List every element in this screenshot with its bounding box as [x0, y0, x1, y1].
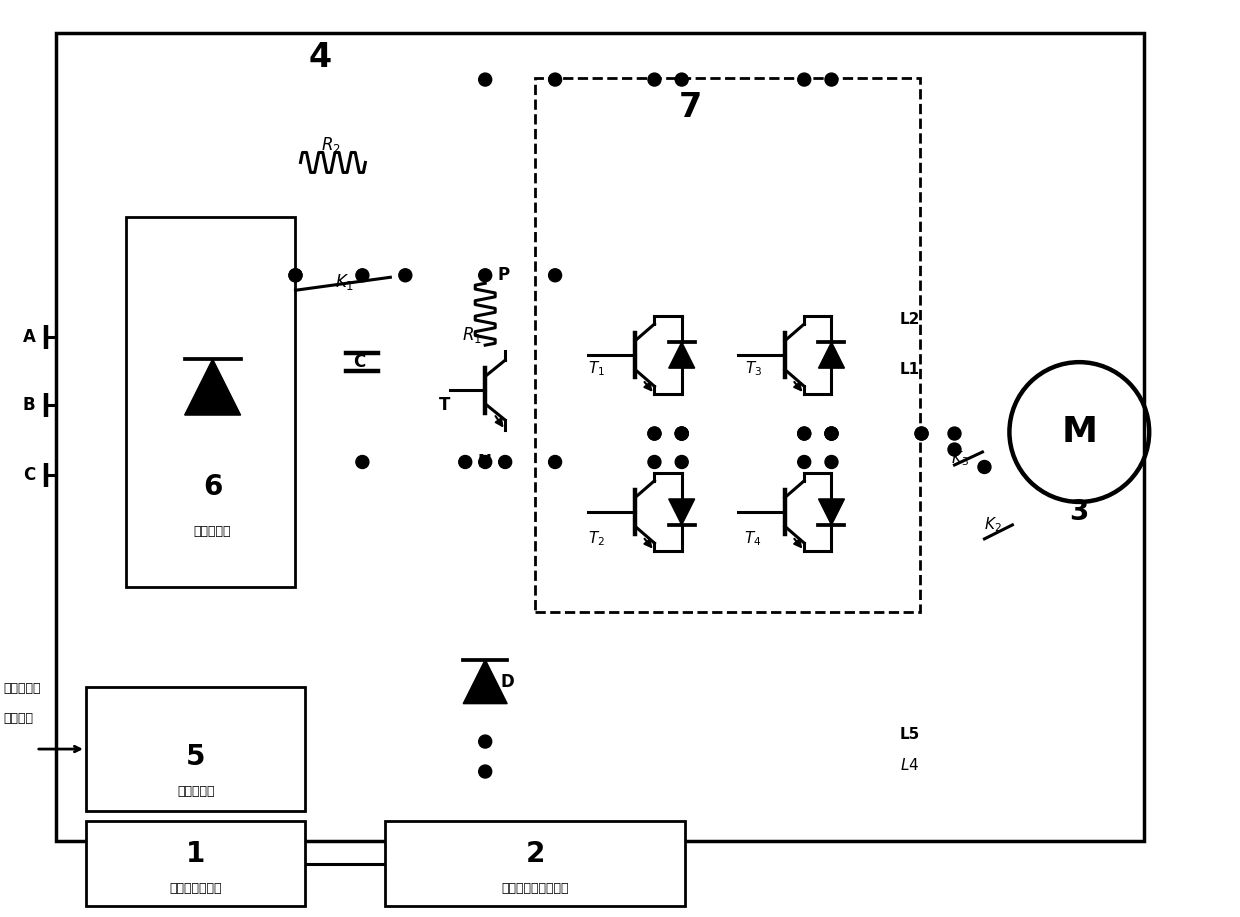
Circle shape	[676, 427, 688, 440]
Circle shape	[649, 427, 661, 440]
Text: C: C	[22, 466, 35, 484]
Circle shape	[978, 460, 991, 473]
Circle shape	[676, 427, 688, 440]
Circle shape	[289, 269, 303, 282]
Circle shape	[649, 73, 661, 86]
Circle shape	[825, 427, 838, 440]
Text: 2: 2	[526, 840, 544, 868]
Bar	[386, 822, 684, 906]
Polygon shape	[185, 359, 241, 415]
Bar	[86, 687, 305, 812]
Circle shape	[915, 427, 928, 440]
Text: $R_2$: $R_2$	[320, 136, 340, 156]
Bar	[86, 822, 305, 906]
Text: $K_2$: $K_2$	[985, 515, 1002, 535]
Text: A: A	[22, 328, 35, 347]
Text: 6: 6	[203, 473, 222, 501]
Circle shape	[649, 427, 661, 440]
Text: $K_3$: $K_3$	[951, 449, 970, 469]
Text: $L4$: $L4$	[899, 757, 919, 772]
Text: 交流电源: 交流电源	[2, 713, 33, 725]
Circle shape	[548, 73, 562, 86]
Circle shape	[399, 269, 412, 282]
Circle shape	[915, 427, 928, 440]
Circle shape	[949, 443, 961, 456]
Text: （充电机）: （充电机）	[177, 785, 215, 798]
Text: C: C	[353, 353, 366, 371]
Text: L5: L5	[899, 727, 920, 742]
Circle shape	[825, 427, 838, 440]
Text: （超级电容组）: （超级电容组）	[170, 882, 222, 895]
Text: 1: 1	[186, 840, 206, 868]
Text: 7: 7	[678, 91, 702, 124]
Polygon shape	[818, 342, 844, 368]
Text: L1: L1	[899, 361, 920, 377]
Text: 4: 4	[309, 41, 332, 74]
Circle shape	[459, 456, 471, 469]
Circle shape	[498, 456, 512, 469]
Circle shape	[548, 269, 562, 282]
Text: （升压直流变换器）: （升压直流变换器）	[501, 882, 569, 895]
Polygon shape	[464, 659, 507, 703]
Circle shape	[676, 456, 688, 469]
Text: 5: 5	[186, 743, 206, 770]
Bar	[536, 78, 920, 612]
Text: N: N	[477, 453, 491, 471]
Circle shape	[479, 765, 492, 778]
Text: $T_3$: $T_3$	[744, 359, 761, 379]
Text: D: D	[500, 673, 513, 691]
Circle shape	[676, 427, 688, 440]
Text: T: T	[439, 396, 450, 414]
Text: $T_1$: $T_1$	[588, 359, 605, 379]
Circle shape	[825, 73, 838, 86]
Circle shape	[825, 456, 838, 469]
Text: $T_4$: $T_4$	[744, 529, 761, 548]
Circle shape	[797, 427, 811, 440]
Circle shape	[479, 735, 492, 748]
Text: $T_2$: $T_2$	[588, 529, 605, 548]
Circle shape	[548, 456, 562, 469]
Text: 3: 3	[1070, 498, 1089, 526]
Circle shape	[479, 73, 492, 86]
Text: （整流桥）: （整流桥）	[193, 525, 232, 538]
Circle shape	[797, 456, 811, 469]
Text: B: B	[22, 396, 35, 414]
Circle shape	[356, 269, 368, 282]
Circle shape	[825, 427, 838, 440]
Circle shape	[289, 269, 303, 282]
Circle shape	[649, 456, 661, 469]
Bar	[56, 33, 1145, 842]
Circle shape	[797, 73, 811, 86]
Polygon shape	[668, 342, 694, 368]
Circle shape	[479, 269, 492, 282]
Text: L2: L2	[899, 312, 920, 326]
Text: 单相或三相: 单相或三相	[2, 682, 41, 695]
Text: $R_1$: $R_1$	[463, 326, 482, 345]
Circle shape	[479, 456, 492, 469]
Circle shape	[676, 73, 688, 86]
Circle shape	[949, 427, 961, 440]
Text: $K_1$: $K_1$	[336, 272, 355, 293]
Bar	[125, 217, 295, 587]
Polygon shape	[668, 499, 694, 525]
Circle shape	[356, 456, 368, 469]
Text: P: P	[497, 266, 510, 284]
Text: M: M	[1061, 415, 1097, 449]
Circle shape	[797, 427, 811, 440]
Polygon shape	[818, 499, 844, 525]
